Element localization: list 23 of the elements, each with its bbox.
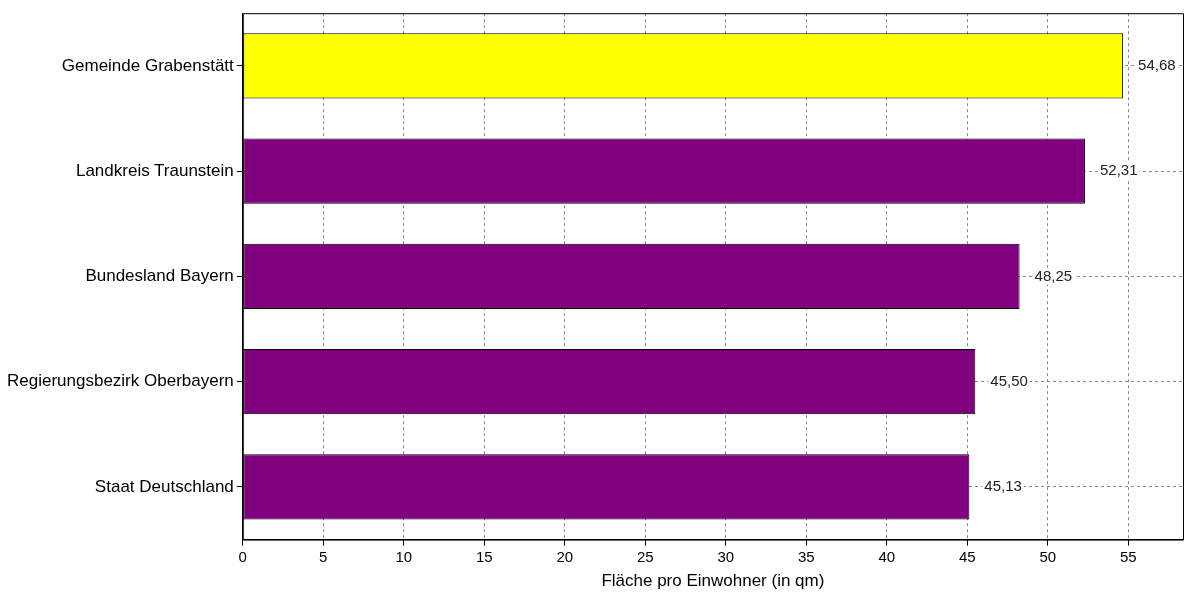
data-label: 52,31 bbox=[1099, 161, 1138, 179]
x-tick-label: 55 bbox=[1119, 547, 1137, 565]
x-tick-label: 20 bbox=[556, 547, 574, 565]
y-tick-label: Bundesland Bayern bbox=[85, 266, 234, 286]
data-label: 45,13 bbox=[984, 477, 1022, 495]
x-tick-label: 45 bbox=[958, 547, 976, 565]
x-axis-title: Fläche pro Einwohner (in qm) bbox=[601, 571, 825, 591]
data-label: 54,68 bbox=[1138, 55, 1176, 73]
x-tick-label: 5 bbox=[319, 547, 328, 565]
x-tick-label: 30 bbox=[717, 547, 735, 565]
data-label: 48,25 bbox=[1034, 266, 1073, 284]
x-tick-label: 25 bbox=[636, 547, 654, 565]
x-tick-label: 40 bbox=[878, 547, 896, 565]
data-label: 45,50 bbox=[990, 371, 1028, 389]
y-tick-label: Regierungsbezirk Oberbayern bbox=[6, 371, 234, 391]
x-tick-label: 0 bbox=[238, 547, 247, 565]
y-tick-label: Landkreis Traunstein bbox=[75, 160, 234, 180]
y-tick-label: Staat Deutschland bbox=[94, 476, 234, 496]
x-tick-label: 50 bbox=[1039, 547, 1057, 565]
y-tick-label: Gemeinde Grabenstätt bbox=[61, 55, 235, 75]
x-tick-label: 35 bbox=[797, 547, 815, 565]
x-tick-label: 10 bbox=[395, 547, 413, 565]
x-tick-label: 15 bbox=[475, 547, 493, 565]
